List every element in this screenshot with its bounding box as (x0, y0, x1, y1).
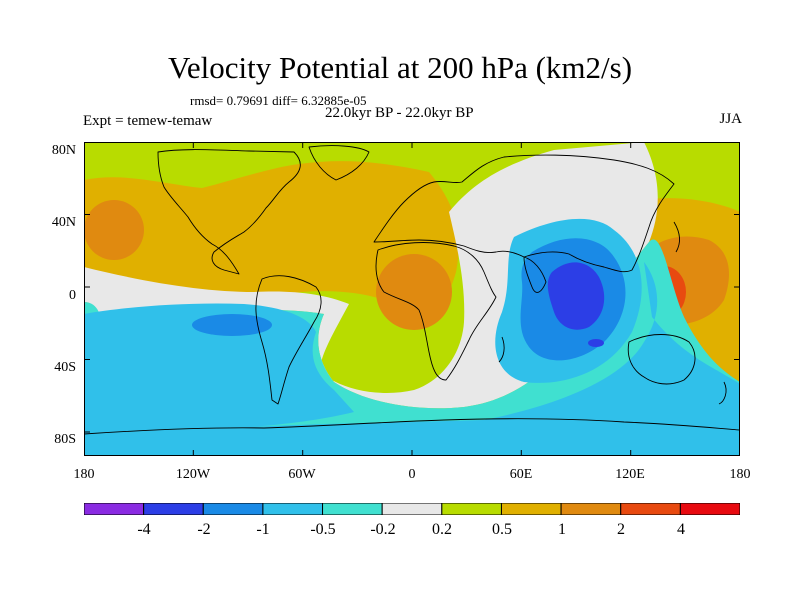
coast-greenland (308, 145, 370, 181)
coast-japan (673, 221, 681, 253)
lon-label-120w: 120W (175, 467, 211, 482)
coast-madagascar (498, 336, 505, 363)
colorbar-label: 2 (617, 521, 625, 538)
lon-label-180e: 180 (729, 467, 751, 482)
map-title: Velocity Potential at 200 hPa (km2/s) (167, 50, 633, 85)
colorbar-label: 4 (677, 521, 685, 538)
coast-antarctica (84, 418, 740, 435)
colorbar-swatch (441, 503, 502, 515)
lat-label-40s: 40S (54, 360, 76, 375)
colorbar-swatch (679, 503, 740, 515)
coast-north-america (157, 149, 301, 275)
coast-new-zealand (718, 381, 727, 405)
coast-india (523, 256, 547, 293)
lon-label-120e: 120E (615, 467, 645, 482)
colorbar-label: -4 (137, 521, 151, 538)
field-minus05 (84, 303, 354, 442)
coast-south-america (255, 275, 322, 405)
colorbar-swatch (500, 503, 562, 515)
rmsd-diff-stats: rmsd= 0.79691 diff= 6.32885e-05 (190, 93, 367, 108)
colorbar-label: 1 (558, 521, 566, 538)
field-minus1-pac (192, 314, 272, 336)
velocity-potential-map (84, 142, 740, 456)
lat-label-eq: 0 (69, 288, 76, 303)
field-minus05-south (84, 262, 740, 456)
lon-label-180w: 180 (73, 467, 95, 482)
field-plus1-natl (376, 254, 452, 330)
lat-label-40n: 40N (51, 215, 76, 230)
colorbar-label: 0.5 (492, 521, 512, 538)
coast-eurasia (373, 154, 675, 273)
map-ticks (84, 142, 740, 456)
coast-australia (627, 334, 696, 385)
colorbar-swatch (560, 503, 622, 515)
colorbar-swatch (381, 503, 443, 515)
lat-label-80n: 80N (51, 143, 76, 158)
coastlines (84, 145, 740, 435)
coast-africa (375, 242, 497, 381)
colorbar-label: -0.2 (370, 521, 396, 538)
field-positive-band (84, 161, 459, 318)
colorbar-label: 0.2 (432, 521, 452, 538)
lon-label-60e: 60E (509, 467, 533, 482)
season-label: JJA (719, 111, 742, 127)
colorbar-swatch (143, 503, 204, 515)
field-plus1-npac (84, 200, 144, 260)
lon-label-60w: 60W (288, 467, 316, 482)
lat-label-80s: 80S (54, 432, 76, 447)
colorbar-swatch (620, 503, 681, 515)
lon-label-0: 0 (408, 467, 416, 482)
colorbar-label: -0.5 (310, 521, 336, 538)
field-minus2 (547, 262, 605, 330)
colorbar-label: -1 (256, 521, 270, 538)
field-minus2-small (588, 339, 604, 347)
colorbar-swatch (202, 503, 264, 515)
colorbar-swatch (84, 503, 145, 515)
experiment-label: Expt = temew-temaw (83, 113, 213, 129)
colorbar-label: -2 (197, 521, 211, 538)
colorbar-swatch (322, 503, 383, 515)
colorbar-swatch (262, 503, 324, 515)
time-span-label: 22.0kyr BP - 22.0kyr BP (325, 105, 474, 121)
colorbar (84, 503, 740, 515)
